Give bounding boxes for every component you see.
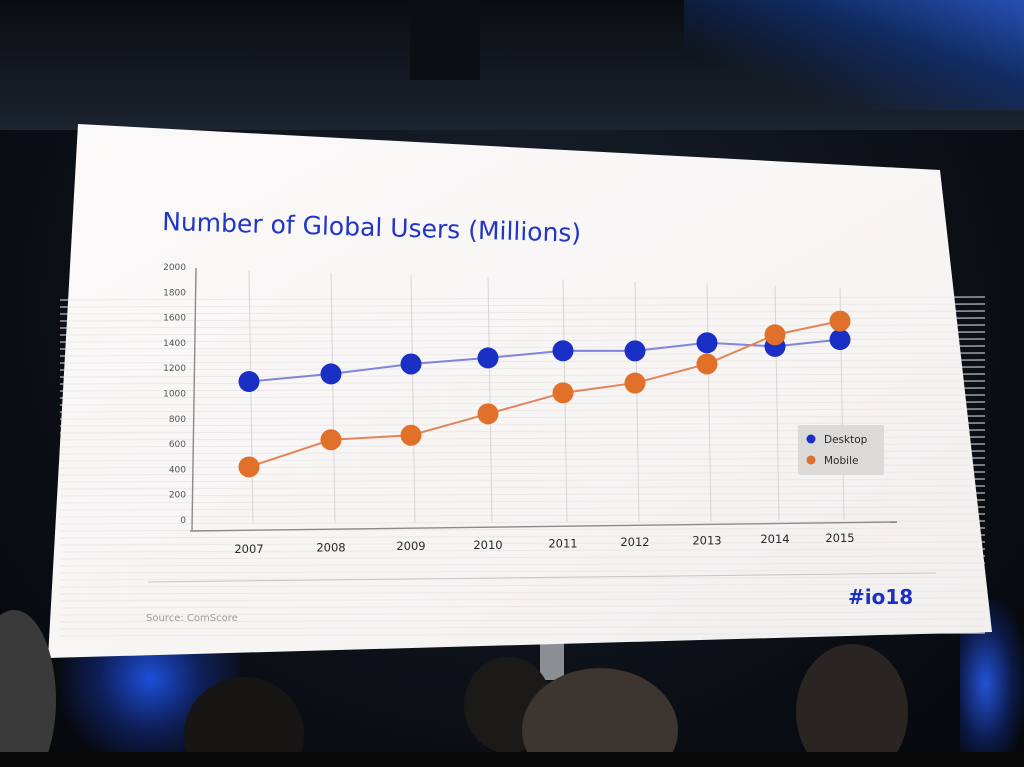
x-tick-label: 2015 — [825, 531, 854, 545]
io-logo-text: #io18 — [848, 585, 913, 609]
x-axis — [189, 521, 898, 532]
x-tick-label: 2009 — [396, 539, 425, 553]
mobile-data-point — [320, 429, 342, 451]
x-tick-label: 2014 — [760, 532, 789, 546]
x-tick-label: 2011 — [548, 536, 577, 550]
slide-background — [48, 124, 992, 658]
mobile-data-point — [696, 353, 718, 375]
y-tick-label: 0 — [180, 516, 186, 526]
desktop-data-point — [400, 353, 422, 375]
x-tick-label: 2010 — [473, 538, 502, 552]
y-tick-label: 2000 — [163, 263, 186, 273]
stage-pole — [540, 640, 564, 680]
y-tick-label: 1400 — [163, 339, 186, 349]
mobile-data-point — [764, 324, 786, 346]
grid-line — [706, 283, 712, 522]
desktop-data-point — [696, 332, 718, 354]
y-tick-label: 1600 — [163, 314, 186, 324]
ceiling-beam — [410, 0, 480, 80]
desktop-data-point — [829, 329, 851, 351]
footer-divider — [147, 572, 937, 583]
mobile-data-point — [238, 456, 260, 478]
mobile-data-point — [477, 403, 499, 425]
y-axis — [191, 267, 197, 531]
y-tick-label: 400 — [169, 465, 186, 475]
legend-box — [798, 425, 884, 475]
line-chart: 0 200 400 600 800 1000 1200 1400 1600 1800 2000 200… — [163, 263, 898, 556]
y-tick-label: 800 — [169, 415, 186, 425]
x-tick-label: 2008 — [316, 541, 345, 555]
grid-line — [487, 277, 493, 523]
source-text: Source: ComScore — [146, 613, 238, 624]
x-tick-label: 2013 — [692, 534, 721, 548]
audience-head — [796, 644, 908, 767]
io-logo: #io18 — [848, 585, 913, 609]
desktop-data-point — [477, 347, 499, 369]
grid-line — [248, 270, 254, 524]
legend-label-desktop: Desktop — [824, 434, 868, 446]
desktop-data-point — [624, 340, 646, 362]
desktop-data-point — [238, 371, 260, 393]
x-tick-label: 2007 — [234, 542, 263, 556]
desktop-data-point — [552, 340, 574, 362]
legend-marker-mobile — [806, 455, 816, 465]
y-tick-label: 1200 — [163, 364, 186, 374]
legend: Desktop Mobile — [798, 425, 884, 475]
audience-head — [184, 677, 304, 767]
stage-light — [684, 0, 1024, 110]
grid-line — [410, 275, 416, 523]
desktop-data-point — [320, 363, 342, 385]
x-tick-label: 2012 — [620, 535, 649, 549]
mobile-data-point — [400, 424, 422, 446]
y-tick-label: 600 — [169, 440, 186, 450]
mobile-data-point — [552, 382, 574, 404]
audience-body — [0, 752, 1024, 767]
legend-label-mobile: Mobile — [824, 455, 858, 467]
y-tick-label: 200 — [169, 491, 186, 501]
y-tick-label: 1800 — [163, 288, 186, 298]
mobile-data-point — [624, 372, 646, 394]
grid-line — [634, 281, 640, 522]
audience-head — [522, 668, 678, 767]
y-tick-label: 1000 — [163, 390, 186, 400]
grid-line — [330, 272, 336, 524]
mobile-data-point — [829, 310, 851, 332]
audience-head — [0, 610, 56, 767]
legend-marker-desktop — [806, 434, 816, 444]
